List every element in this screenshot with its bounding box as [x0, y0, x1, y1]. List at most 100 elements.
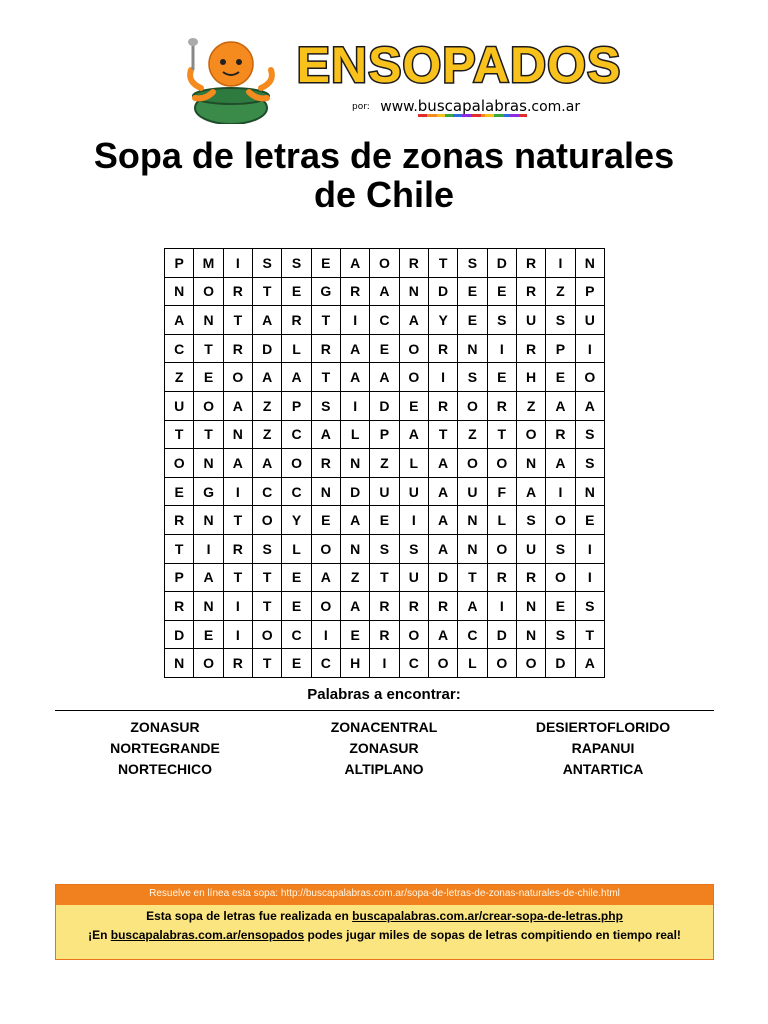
create-puzzle-link[interactable]: buscapalabras.com.ar/crear-sopa-de-letra… — [352, 909, 623, 923]
word-item: ZONASUR — [349, 740, 419, 756]
grid-cell: R — [222, 276, 254, 307]
grid-cell: I — [310, 619, 342, 650]
grid-cell: I — [545, 476, 576, 507]
grid-cell: O — [545, 562, 576, 593]
grid-cell: O — [398, 362, 429, 392]
byline-suffix: .com.ar — [526, 99, 581, 115]
grid-cell: H — [515, 362, 547, 392]
grid-cell: N — [163, 648, 195, 678]
grid-cell: A — [340, 591, 371, 621]
grid-cell: I — [574, 533, 606, 564]
grid-cell: O — [515, 648, 547, 678]
grid-cell: S — [457, 248, 488, 278]
grid-cell: O — [398, 619, 429, 650]
grid-cell: A — [222, 448, 254, 478]
solve-online-link[interactable]: Resuelve en línea esta sopa: http://busc… — [56, 885, 713, 905]
grid-cell: R — [398, 591, 429, 621]
grid-cell: S — [515, 505, 547, 535]
grid-cell: N — [340, 448, 371, 478]
grid-cell: T — [163, 533, 195, 564]
grid-cell: A — [252, 362, 283, 392]
grid-cell: S — [574, 448, 606, 478]
word-item: ZONACENTRAL — [330, 719, 438, 735]
grid-cell: U — [398, 476, 429, 507]
grid-cell: L — [281, 333, 312, 364]
grid-cell: I — [222, 248, 254, 278]
grid-cell: S — [369, 533, 400, 564]
grid-cell: A — [340, 333, 371, 364]
grid-cell: R — [427, 333, 459, 364]
grid-cell: A — [427, 448, 459, 478]
grid-cell: R — [340, 276, 371, 307]
grid-cell: N — [340, 533, 371, 564]
grid-cell: E — [193, 619, 224, 650]
grid-cell: N — [193, 591, 224, 621]
word-column: ZONASUR NORTEGRANDE NORTECHICO — [55, 717, 275, 780]
grid-cell: U — [163, 390, 195, 421]
grid-cell: I — [222, 476, 254, 507]
footer-line-2-prefix: ¡En — [88, 928, 111, 942]
grid-cell: I — [222, 591, 254, 621]
grid-cell: R — [310, 448, 342, 478]
grid-cell: S — [574, 419, 606, 450]
grid-cell: N — [515, 619, 547, 650]
domain-letter: b — [494, 97, 504, 117]
grid-cell: R — [369, 591, 400, 621]
grid-cell: R — [398, 248, 429, 278]
ensopados-link[interactable]: buscapalabras.com.ar/ensopados — [110, 928, 305, 942]
grid-cell: R — [222, 648, 254, 678]
grid-cell: R — [369, 619, 400, 650]
grid-cell: S — [545, 533, 576, 564]
grid-cell: T — [427, 419, 459, 450]
grid-cell: Y — [427, 305, 459, 335]
grid-cell: E — [310, 505, 342, 535]
grid-cell: S — [545, 305, 576, 335]
domain-letter: a — [509, 97, 520, 117]
grid-cell: T — [222, 505, 254, 535]
grid-cell: R — [486, 562, 517, 593]
grid-cell: O — [427, 648, 459, 678]
grid-cell: T — [222, 562, 254, 593]
grid-cell: E — [545, 362, 576, 392]
word-item: ALTIPLANO — [344, 761, 424, 777]
grid-cell: A — [545, 448, 576, 478]
grid-cell: E — [281, 562, 312, 593]
grid-cell: E — [486, 362, 517, 392]
grid-cell: E — [163, 476, 195, 507]
grid-cell: L — [486, 505, 517, 535]
grid-cell: I — [574, 333, 606, 364]
grid-cell: A — [457, 591, 488, 621]
grid-cell: R — [515, 333, 547, 364]
grid-cell: O — [486, 448, 517, 478]
grid-cell: E — [310, 248, 342, 278]
word-item: ZONASUR — [130, 719, 200, 735]
grid-cell: A — [281, 362, 312, 392]
grid-cell: D — [545, 648, 576, 678]
grid-cell: O — [193, 648, 224, 678]
word-item: ANTARTICA — [562, 761, 644, 777]
title-line-1: Sopa de letras de zonas naturales — [93, 135, 675, 176]
grid-cell: R — [427, 390, 459, 421]
grid-cell: T — [310, 362, 342, 392]
grid-cell: E — [574, 505, 606, 535]
grid-cell: N — [515, 448, 547, 478]
grid-cell: N — [515, 591, 547, 621]
grid-cell: E — [281, 276, 312, 307]
grid-cell: R — [281, 305, 312, 335]
domain-letter: c — [444, 97, 453, 117]
grid-cell: A — [545, 390, 576, 421]
grid-cell: N — [222, 419, 254, 450]
grid-cell: I — [222, 619, 254, 650]
domain-letter: b — [417, 97, 428, 117]
grid-cell: O — [281, 448, 312, 478]
grid-cell: Z — [163, 362, 195, 392]
footer-line-2-suffix: podes jugar miles de sopas de letras com… — [304, 928, 681, 942]
grid-cell: R — [545, 419, 576, 450]
grid-cell: O — [457, 390, 488, 421]
grid-cell: T — [222, 305, 254, 335]
grid-cell: P — [574, 276, 606, 307]
grid-cell: G — [310, 276, 342, 307]
